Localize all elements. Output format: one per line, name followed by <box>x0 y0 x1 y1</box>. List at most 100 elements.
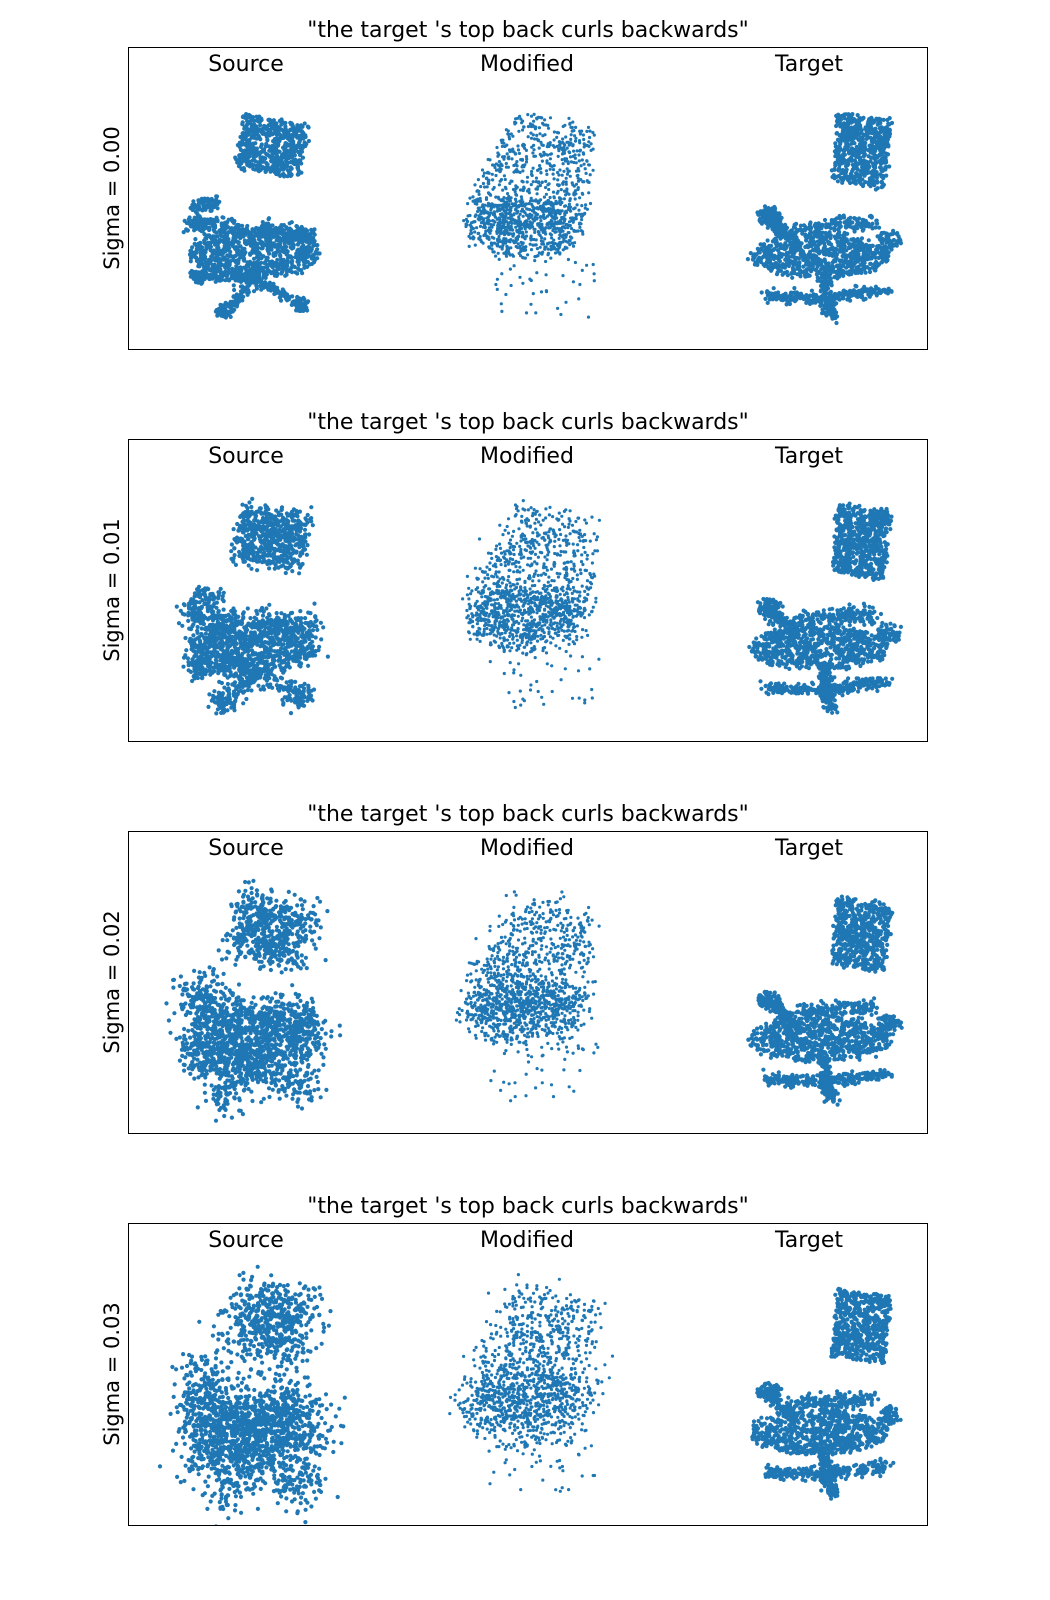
cloud-point <box>536 223 540 227</box>
cloud-point <box>556 189 560 193</box>
cloud-point <box>577 212 581 216</box>
cloud-point <box>507 135 511 139</box>
cloud-point <box>240 114 245 120</box>
cloud-point <box>285 174 290 179</box>
cloud-point <box>530 202 534 207</box>
cloud-point <box>291 234 296 239</box>
cloud-point <box>565 223 569 227</box>
cloud-point <box>274 262 279 267</box>
cloud-point <box>264 160 269 166</box>
cloud-point <box>578 132 582 136</box>
cloud-point <box>247 282 252 287</box>
cloud-point <box>895 231 900 236</box>
cloud-point <box>567 169 571 173</box>
cloud-point <box>481 181 485 186</box>
cloud-point <box>275 229 281 234</box>
cloud-point <box>473 214 477 218</box>
cloud-point <box>502 241 507 245</box>
cloud-point <box>198 259 204 264</box>
cloud-point <box>556 154 560 158</box>
cloud-point <box>580 129 584 133</box>
cloud-point <box>815 233 820 238</box>
cloud-point <box>526 125 530 129</box>
cloud-point <box>564 182 568 186</box>
cloud-point <box>521 281 525 285</box>
cloud-point <box>509 132 513 136</box>
cloud-point <box>305 254 310 259</box>
cloud-point <box>554 230 558 234</box>
cloud-point <box>242 251 247 257</box>
cloud-point <box>567 150 571 154</box>
cloud-point <box>197 264 202 269</box>
cloud-point <box>502 196 506 200</box>
cloud-point <box>298 254 303 259</box>
cloud-point <box>573 156 577 160</box>
cloud-point <box>512 240 516 244</box>
cloud-point <box>583 167 587 171</box>
cloud-point <box>257 160 262 165</box>
cloud-point <box>532 143 536 147</box>
cloud-point <box>544 207 548 211</box>
cloud-point <box>196 218 201 223</box>
cloud-point <box>542 242 546 246</box>
cloud-point <box>534 311 538 315</box>
cloud-point <box>239 141 244 146</box>
cloud-point <box>284 225 289 230</box>
cloud-point <box>245 118 250 124</box>
cloud-point <box>546 247 550 251</box>
cloud-point <box>580 191 584 195</box>
cloud-point <box>504 128 508 132</box>
cloud-point <box>274 165 279 170</box>
cloud-point <box>553 251 558 255</box>
cloud-point <box>520 242 524 246</box>
cloud-point <box>528 215 532 219</box>
cloud-point <box>544 273 548 277</box>
cloud-point <box>228 259 233 264</box>
cloud-point <box>251 234 256 239</box>
cloud-point <box>572 218 576 222</box>
cloud-point <box>547 220 552 225</box>
cloud-point <box>562 180 566 184</box>
cloud-point <box>223 300 228 305</box>
cloud-point <box>834 320 839 326</box>
cloud-point <box>580 218 584 222</box>
cloud-point <box>280 287 285 292</box>
cloud-point <box>551 208 555 212</box>
cloud-point <box>520 209 524 213</box>
cloud-point <box>299 237 305 243</box>
cloud-point <box>277 156 282 161</box>
cloud-point <box>541 121 545 125</box>
cloud-point <box>306 138 311 144</box>
cloud-point <box>585 263 589 267</box>
cloud-point <box>558 241 563 245</box>
cloud-point <box>290 155 295 160</box>
cloud-point <box>518 244 522 248</box>
cloud-point <box>190 206 195 211</box>
cloud-point <box>209 196 214 202</box>
cloud-point <box>493 215 497 219</box>
cloud-point <box>274 160 280 165</box>
cloud-point <box>566 160 570 164</box>
cloud-point <box>486 180 491 184</box>
cloud-point <box>538 245 542 249</box>
cloud-point <box>191 199 196 204</box>
cloud-point <box>497 234 501 239</box>
cloud-point <box>528 277 532 281</box>
cloud-point <box>288 120 293 125</box>
cloud-point <box>247 278 252 283</box>
cloud-point <box>462 219 466 223</box>
cloud-point <box>538 204 542 208</box>
cloud-point <box>291 127 296 133</box>
cloud-point <box>230 244 236 249</box>
cloud-point <box>817 239 822 244</box>
cloud-point <box>194 210 199 215</box>
cloud-point <box>544 179 548 183</box>
cloud-point <box>506 247 511 251</box>
cloud-point <box>281 232 286 237</box>
cloud-point <box>201 202 206 207</box>
cloud-point <box>295 271 300 276</box>
cloud-point <box>241 234 246 239</box>
cloud-point <box>546 214 550 218</box>
cloud-point <box>538 225 542 229</box>
cloud-point <box>253 141 258 146</box>
